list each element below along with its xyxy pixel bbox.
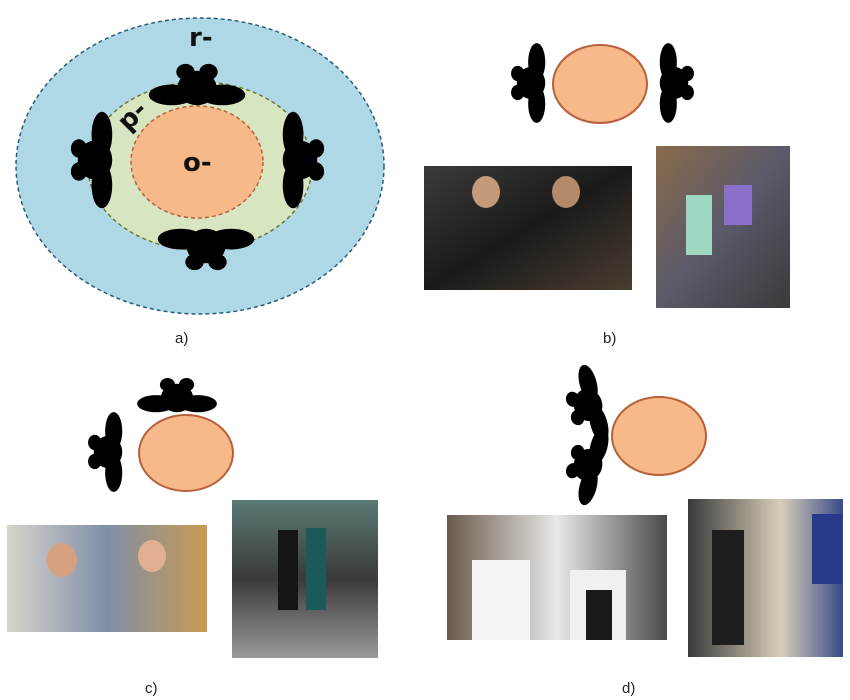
o-space-circle [138,414,234,492]
photo-c-right-figure [306,528,326,610]
photo-d-right-figure [712,530,744,645]
photo-c-left [7,525,207,632]
photo-b-left-figure [472,176,500,208]
panel-d: d) [447,362,843,697]
o-space-circle [611,396,707,476]
photo-d-right-figure [812,514,842,584]
o-space-circle [552,44,648,124]
person-icon [88,412,123,492]
photo-b-left [424,166,632,290]
photo-c-left-figure [47,543,77,577]
panel-b: b) [424,43,790,347]
person-icon [511,43,546,123]
panel-c: c) [7,378,378,697]
photo-d-left-figure [472,560,530,640]
photo-b-right-figure [686,195,712,255]
person-icon [137,378,217,413]
panel-label-c: c) [145,680,158,697]
photo-b-right [656,146,790,308]
panel-label-b: b) [603,330,616,347]
photo-b-right-figure [724,185,752,225]
o-space-ring [130,105,264,219]
panel-label-d: d) [622,680,635,697]
photo-c-right-figure [278,530,298,610]
panel-a: r- p- o- a) [15,17,385,347]
panel-label-a: a) [175,330,188,347]
photo-b-left-figure [552,176,580,208]
photo-d-left-figure [586,590,612,640]
o-space-label: o- [183,148,212,178]
person-icon [659,43,694,123]
photo-c-right [232,500,378,658]
r-space-label: r- [189,23,213,53]
person-icon [558,421,613,508]
photo-c-left-figure [138,540,166,572]
